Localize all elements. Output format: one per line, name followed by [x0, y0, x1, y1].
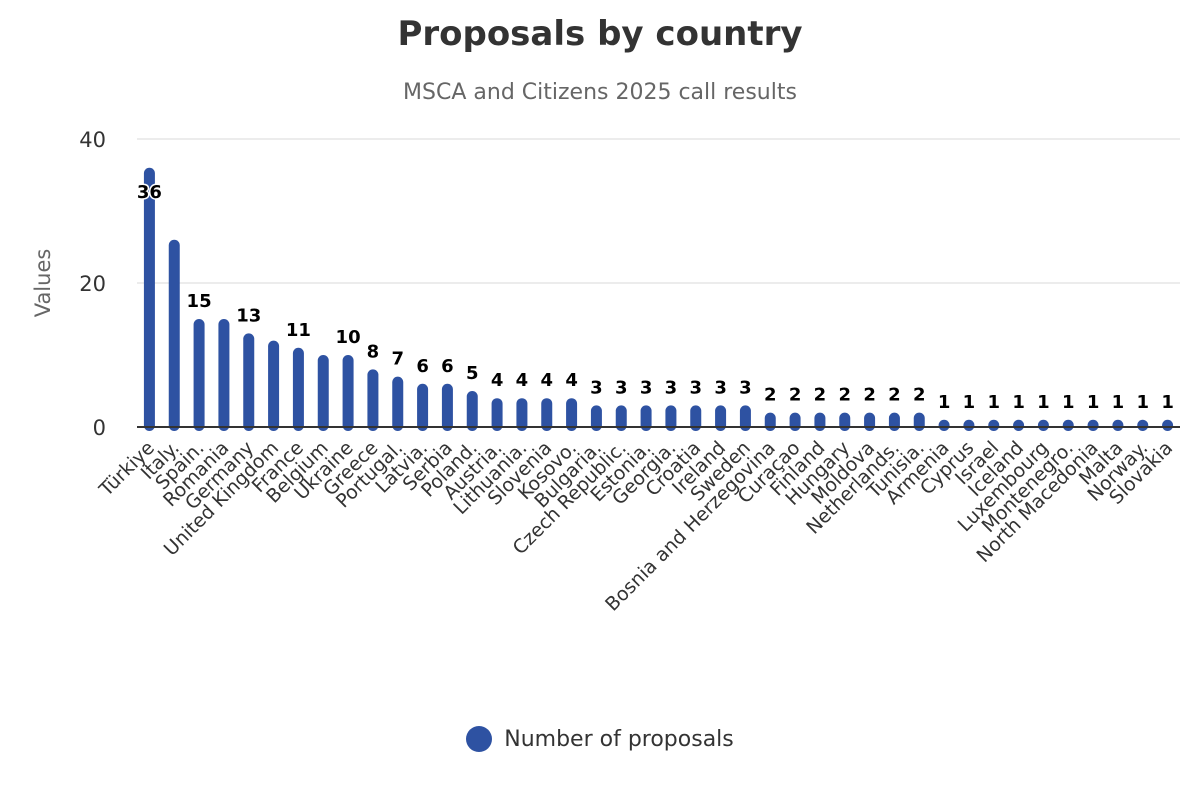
bar[interactable]: [268, 340, 280, 431]
bar[interactable]: [168, 239, 180, 431]
bar[interactable]: [566, 398, 578, 431]
bar[interactable]: [665, 405, 677, 431]
data-label: 1: [963, 392, 976, 413]
data-label: 4: [491, 370, 504, 391]
data-label: 1: [938, 392, 951, 413]
bar[interactable]: [814, 412, 826, 431]
data-label: 3: [640, 377, 653, 398]
data-label: 4: [516, 370, 529, 391]
bar[interactable]: [143, 167, 155, 432]
bar[interactable]: [317, 355, 329, 431]
data-label: 1: [1062, 392, 1075, 413]
data-label: 4: [540, 370, 553, 391]
data-label: 13: [236, 305, 261, 326]
x-axis-categories: TürkiyeItaly.Spain.RomaniaGermanyUnited …: [95, 437, 1178, 616]
bar[interactable]: [963, 419, 975, 431]
bar[interactable]: [417, 383, 429, 431]
bar[interactable]: [1087, 419, 1099, 431]
bar[interactable]: [392, 376, 404, 431]
bar[interactable]: [690, 405, 702, 431]
y-tick-label: 0: [93, 416, 106, 440]
data-label: 2: [814, 385, 827, 406]
bar[interactable]: [640, 405, 652, 431]
data-label: 8: [367, 341, 380, 362]
data-label: 2: [888, 385, 901, 406]
bar[interactable]: [764, 412, 776, 431]
data-label: 15: [187, 291, 212, 312]
legend-label: Number of proposals: [504, 726, 734, 752]
data-label: 1: [1161, 392, 1174, 413]
bar[interactable]: [218, 319, 230, 431]
data-label: 3: [615, 377, 628, 398]
legend-marker-icon: [466, 726, 493, 752]
bar[interactable]: [441, 383, 453, 431]
data-label: 6: [441, 356, 454, 377]
y-axis-title: Values: [31, 249, 55, 318]
y-tick-label: 20: [79, 272, 106, 296]
data-label: 3: [665, 377, 678, 398]
data-label: 4: [565, 370, 578, 391]
data-label: 3: [689, 377, 702, 398]
bar[interactable]: [988, 419, 1000, 431]
bars: [143, 167, 1174, 432]
data-label: 3: [739, 377, 752, 398]
data-label: 7: [391, 349, 404, 370]
data-label: 3: [714, 377, 727, 398]
y-axis-ticks: 0 20 40: [79, 128, 106, 440]
data-label: 2: [764, 385, 777, 406]
y-tick-label: 40: [79, 128, 106, 152]
legend-item-number-of-proposals[interactable]: Number of proposals: [466, 726, 734, 752]
data-label: 36: [137, 182, 162, 203]
bar[interactable]: [864, 412, 876, 431]
chart-subtitle: MSCA and Citizens 2025 call results: [403, 80, 797, 105]
bar[interactable]: [342, 355, 354, 431]
data-label: 11: [286, 320, 311, 341]
data-label: 2: [913, 385, 926, 406]
bar[interactable]: [516, 398, 528, 431]
data-label: 2: [863, 385, 876, 406]
data-label: 1: [1087, 392, 1100, 413]
bar[interactable]: [367, 369, 379, 431]
bar[interactable]: [590, 405, 602, 431]
gridlines: [137, 138, 1180, 284]
data-label: 1: [1012, 392, 1025, 413]
data-label: 1: [987, 392, 1000, 413]
bar[interactable]: [1137, 419, 1149, 431]
bar[interactable]: [1013, 419, 1025, 431]
data-label: 6: [416, 356, 429, 377]
bar[interactable]: [292, 347, 304, 431]
legend: Number of proposals: [0, 726, 1200, 752]
bar[interactable]: [789, 412, 801, 431]
bar[interactable]: [541, 398, 553, 431]
bar[interactable]: [739, 405, 751, 431]
data-label: 2: [838, 385, 851, 406]
bar[interactable]: [491, 398, 503, 431]
data-label: 1: [1037, 392, 1050, 413]
bar[interactable]: [839, 412, 851, 431]
data-label: 3: [590, 377, 603, 398]
bar[interactable]: [1037, 419, 1049, 431]
data-label: 1: [1112, 392, 1125, 413]
bar[interactable]: [1162, 419, 1174, 431]
bar[interactable]: [715, 405, 727, 431]
chart-title: Proposals by country: [397, 14, 803, 54]
bar[interactable]: [615, 405, 627, 431]
bar[interactable]: [913, 412, 925, 431]
bar[interactable]: [888, 412, 900, 431]
data-label: 5: [466, 363, 479, 384]
bar[interactable]: [466, 391, 478, 431]
data-label: 2: [789, 385, 802, 406]
bar[interactable]: [1112, 419, 1124, 431]
bar[interactable]: [938, 419, 950, 431]
bar[interactable]: [193, 319, 205, 431]
bar[interactable]: [243, 333, 255, 431]
data-label: 10: [336, 327, 361, 348]
data-label: 1: [1136, 392, 1149, 413]
bar[interactable]: [1062, 419, 1074, 431]
